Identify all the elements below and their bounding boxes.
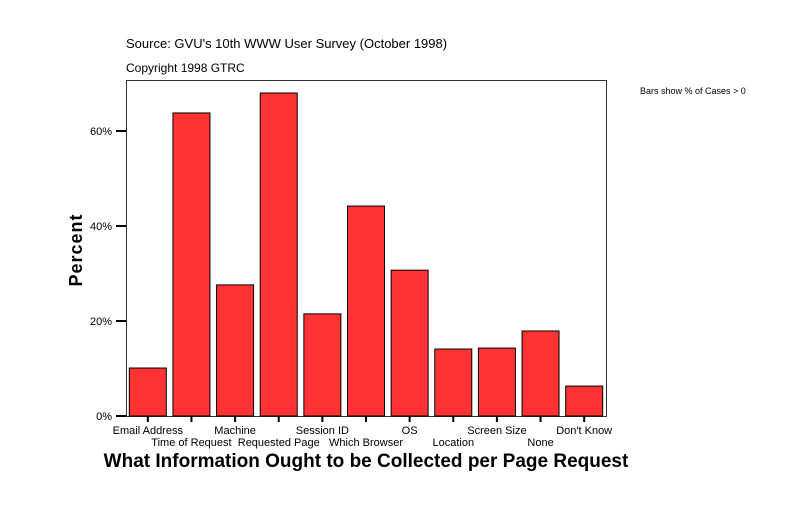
x-tick-label: Machine [214, 425, 256, 437]
bar [303, 313, 342, 417]
x-tick-label: Email Address [113, 425, 184, 437]
source-text: Source: GVU's 10th WWW User Survey (Octo… [126, 36, 447, 51]
bar [521, 330, 560, 417]
bar [434, 348, 473, 417]
x-tick-label: Session ID [296, 425, 349, 437]
note-text: Bars show % of Cases > 0 [640, 86, 746, 96]
x-tick-label: Location [432, 437, 474, 449]
y-tick-label: 20% [90, 316, 112, 328]
chart-title: What Information Ought to be Collected p… [104, 451, 629, 472]
bar [477, 347, 516, 417]
bar [565, 385, 604, 417]
copyright-text: Copyright 1998 GTRC [126, 61, 245, 75]
x-tick-label: Which Browser [329, 437, 403, 449]
bar [347, 205, 385, 417]
x-tick-label: Time of Request [151, 437, 231, 449]
y-axis-label: Percent [66, 213, 86, 286]
y-tick-label: 40% [90, 221, 112, 233]
x-tick-label: OS [402, 425, 418, 437]
bar [216, 284, 255, 417]
y-tick-label: 0% [96, 411, 112, 423]
bar [259, 92, 298, 417]
x-tick-label: None [527, 437, 553, 449]
x-tick-label: Don't Know [556, 425, 612, 437]
x-tick-label: Screen Size [467, 425, 526, 437]
bar [172, 112, 211, 417]
y-tick-label: 60% [90, 126, 112, 138]
bar [390, 269, 429, 417]
bar [128, 367, 167, 417]
x-tick-label: Requested Page [238, 437, 320, 449]
